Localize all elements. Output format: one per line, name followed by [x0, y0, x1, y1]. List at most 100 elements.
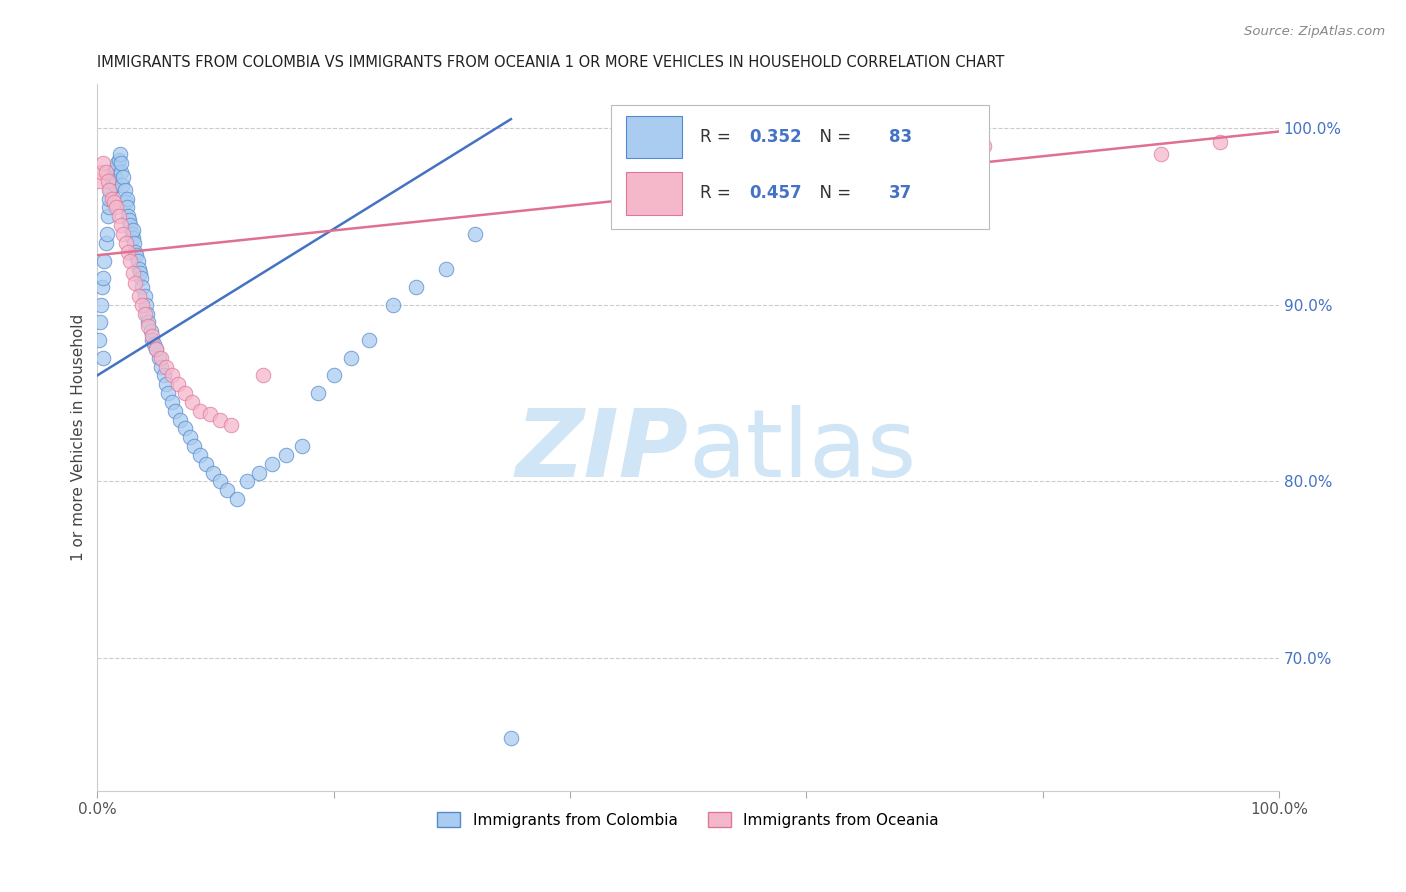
Point: [112, 170, 135, 185]
Point: [131, 298, 153, 312]
Point: [94, 165, 117, 179]
Point: [160, 395, 183, 409]
Point: [499, 731, 522, 745]
Point: [179, 430, 201, 444]
Point: [97, 210, 120, 224]
Point: [96, 227, 118, 241]
Point: [105, 160, 128, 174]
Point: [217, 483, 239, 498]
Point: [100, 174, 122, 188]
Point: [98, 183, 121, 197]
Point: [110, 218, 132, 232]
Text: 0.352: 0.352: [749, 128, 803, 145]
Point: [405, 280, 427, 294]
Text: ZIP: ZIP: [515, 405, 688, 498]
Point: [195, 457, 218, 471]
Point: [434, 262, 457, 277]
Point: [114, 195, 136, 210]
Point: [124, 244, 146, 259]
Text: N =: N =: [808, 128, 856, 145]
Point: [150, 359, 173, 374]
Point: [322, 368, 344, 383]
Point: [98, 183, 121, 197]
Y-axis label: 1 or more Vehicles in Household: 1 or more Vehicles in Household: [72, 314, 86, 561]
Point: [188, 448, 211, 462]
Point: [129, 271, 152, 285]
Point: [381, 298, 404, 312]
Point: [114, 183, 136, 197]
Point: [107, 210, 129, 224]
Point: [340, 351, 363, 365]
Point: [145, 342, 167, 356]
Point: [155, 359, 177, 374]
Point: [115, 201, 138, 215]
Point: [307, 386, 329, 401]
Point: [107, 153, 129, 167]
Point: [188, 403, 211, 417]
Point: [110, 156, 132, 170]
Point: [91, 156, 114, 170]
Point: [150, 351, 173, 365]
Point: [202, 466, 225, 480]
Bar: [626, 116, 682, 158]
Point: [145, 342, 167, 356]
Point: [87, 174, 110, 188]
Point: [134, 306, 156, 320]
Text: R =: R =: [700, 185, 735, 202]
Point: [110, 165, 132, 179]
Text: atlas: atlas: [688, 405, 917, 498]
Point: [128, 266, 150, 280]
Point: [115, 192, 138, 206]
Point: [91, 280, 114, 294]
Point: [108, 147, 131, 161]
Point: [94, 235, 117, 250]
Point: [173, 386, 195, 401]
Point: [143, 336, 166, 351]
Point: [139, 324, 162, 338]
Point: [121, 230, 143, 244]
Point: [104, 178, 127, 192]
Point: [148, 351, 170, 365]
Text: 0.457: 0.457: [749, 185, 803, 202]
Point: [98, 192, 121, 206]
Bar: [626, 172, 682, 215]
Text: Source: ZipAtlas.com: Source: ZipAtlas.com: [1244, 25, 1385, 38]
Point: [973, 138, 995, 153]
Point: [276, 448, 298, 462]
Point: [247, 466, 270, 480]
Point: [120, 253, 142, 268]
Point: [136, 315, 159, 329]
Point: [225, 491, 247, 506]
Point: [97, 174, 120, 188]
Point: [100, 192, 122, 206]
Point: [105, 201, 128, 215]
Point: [117, 244, 139, 259]
Point: [118, 212, 141, 227]
Point: [131, 280, 153, 294]
Point: [141, 329, 163, 343]
Point: [1150, 147, 1173, 161]
Point: [104, 170, 127, 185]
Point: [87, 333, 110, 347]
Text: IMMIGRANTS FROM COLOMBIA VS IMMIGRANTS FROM OCEANIA 1 OR MORE VEHICLES IN HOUSEH: IMMIGRANTS FROM COLOMBIA VS IMMIGRANTS F…: [97, 55, 1005, 70]
Point: [101, 165, 124, 179]
Point: [262, 457, 284, 471]
Point: [124, 277, 146, 291]
Point: [160, 368, 183, 383]
Point: [209, 475, 232, 489]
Point: [128, 289, 150, 303]
Point: [359, 333, 381, 347]
Point: [121, 223, 143, 237]
Point: [252, 368, 274, 383]
Point: [134, 289, 156, 303]
Point: [169, 412, 191, 426]
Point: [135, 298, 157, 312]
Point: [90, 165, 112, 179]
Point: [125, 248, 148, 262]
Point: [114, 235, 136, 250]
Point: [103, 165, 125, 179]
Point: [98, 201, 121, 215]
Point: [120, 218, 142, 232]
Point: [152, 368, 174, 383]
Point: [155, 377, 177, 392]
